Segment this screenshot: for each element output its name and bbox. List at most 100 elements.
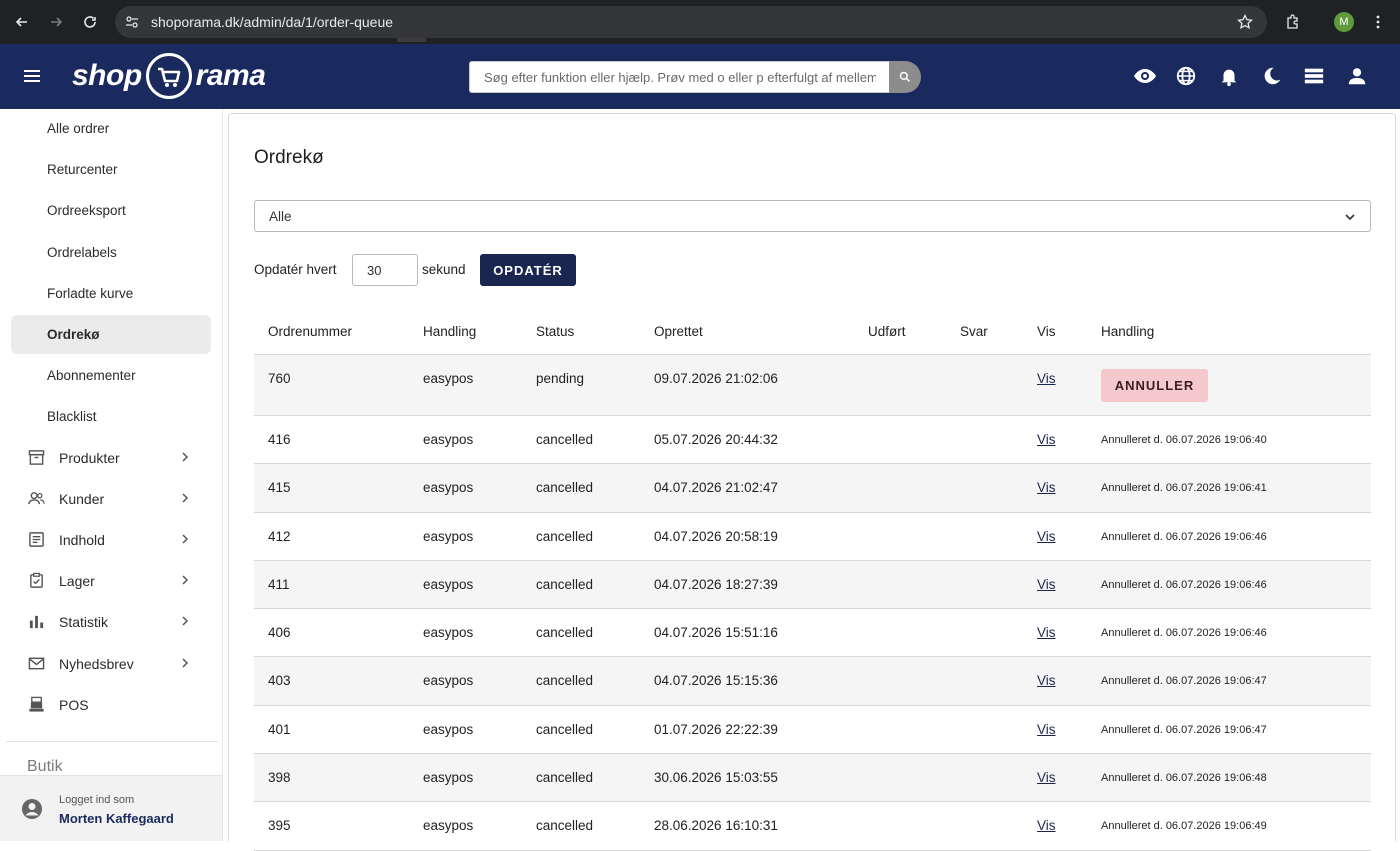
cell-cancelled-note: Annulleret d. 06.07.2026 19:06:46 [1101,578,1267,591]
order-queue-table: Ordrenummer Handling Status Oprettet Udf… [254,309,1371,851]
archive-icon [27,449,45,467]
sidebar-item-label: Ordreeksport [47,203,126,218]
sidebar-item-returcenter[interactable]: Returcenter [11,150,211,189]
update-button[interactable]: OPDATÉR [480,254,576,286]
refresh-interval-input[interactable] [352,254,418,286]
view-link[interactable]: Vis [1037,721,1056,737]
sidebar-item-ordrekoe[interactable]: Ordrekø [11,315,211,354]
sidebar-item-ordreeksport[interactable]: Ordreeksport [11,191,211,230]
address-underline [397,38,426,42]
view-link[interactable]: Vis [1037,432,1056,447]
chrome-menu-icon[interactable] [1366,10,1390,34]
cell-order-number: 411 [268,576,290,592]
cell-status: cancelled [536,528,594,544]
page-title: Ordrekø [254,147,324,168]
refresh-interval-unit: sekund [422,262,466,277]
cell-created: 28.06.2026 16:10:31 [654,818,778,834]
table-row: 411 easypos cancelled 04.07.2026 18:27:3… [254,560,1371,610]
logged-in-label: Logget ind som [59,794,135,806]
forward-icon[interactable] [44,10,68,34]
cell-status: cancelled [536,480,594,496]
view-link[interactable]: Vis [1037,625,1056,641]
table-row: 406 easypos cancelled 04.07.2026 15:51:1… [254,609,1371,658]
chevron-right-icon [182,534,189,544]
sidebar-item-label: Produkter [59,449,120,466]
sidebar-item-label: POS [59,696,89,713]
sidebar-item-forladte-kurve[interactable]: Forladte kurve [11,274,211,313]
site-settings-icon[interactable] [124,14,140,30]
table-row: 398 easypos cancelled 30.06.2026 15:03:5… [254,754,1371,803]
column-header-handling-action: Handling [1101,324,1155,339]
sidebar-item-label: Alle ordrer [47,121,110,136]
view-link[interactable]: Vis [1037,480,1056,496]
column-header-handling: Handling [423,324,477,339]
chevron-right-icon [182,616,189,626]
logged-in-user-name[interactable]: Morten Kaffegaard [59,811,174,826]
sidebar-item-lager[interactable]: Lager [27,561,197,600]
bookmark-star-icon[interactable] [1233,10,1257,34]
cell-action: easypos [423,528,474,544]
view-link[interactable]: Vis [1037,673,1056,689]
status-filter-select[interactable]: Alle [254,200,1371,232]
sidebar-item-indhold[interactable]: Indhold [27,520,197,559]
cell-created: 04.07.2026 15:15:36 [654,673,778,689]
table-header: Ordrenummer Handling Status Oprettet Udf… [254,309,1371,355]
sidebar-item-ordrelabels[interactable]: Ordrelabels [11,233,211,272]
cancel-order-button[interactable]: ANNULLER [1101,369,1208,402]
cell-order-number: 398 [268,770,291,786]
user-icon[interactable] [1345,64,1369,88]
cell-order-number: 403 [268,673,291,689]
cell-order-number: 395 [268,818,291,834]
chevron-right-icon [182,658,189,668]
shoporama-logo[interactable]: shop rama [72,52,266,100]
cell-created: 04.07.2026 18:27:39 [654,576,778,592]
sidebar-section-butik: Butik [27,758,63,775]
view-link[interactable]: Vis [1037,576,1056,592]
bell-icon[interactable] [1217,64,1241,88]
sidebar-item-pos[interactable]: POS [27,685,197,724]
menu-icon[interactable] [20,64,44,88]
chevron-down-icon [1345,214,1355,221]
view-link[interactable]: Vis [1037,770,1056,786]
cell-status: cancelled [536,625,594,641]
sidebar-item-nyhedsbrev[interactable]: Nyhedsbrev [27,644,197,683]
sidebar-item-label: Returcenter [47,162,118,177]
dark-mode-icon[interactable] [1260,64,1284,88]
sidebar-item-statistik[interactable]: Statistik [27,602,197,641]
view-link[interactable]: Vis [1037,528,1056,544]
profile-avatar[interactable]: M [1332,10,1356,34]
sidebar-divider [6,741,218,742]
search-button[interactable] [889,61,921,93]
main-card: Ordrekø Alle Opdatér hvert sekund OPDATÉ… [228,113,1396,851]
back-icon[interactable] [10,10,34,34]
column-header-oprettet: Oprettet [654,324,703,339]
sidebar-item-produkter[interactable]: Produkter [27,438,197,477]
cell-cancelled-note: Annulleret d. 06.07.2026 19:06:48 [1101,772,1267,785]
cell-cancelled-note: Annulleret d. 06.07.2026 19:06:46 [1101,530,1267,543]
sidebar-item-blacklist[interactable]: Blacklist [11,397,211,436]
extensions-icon[interactable] [1281,10,1305,34]
cell-action: easypos [423,371,474,386]
reload-icon[interactable] [78,10,102,34]
sidebar-item-kunder[interactable]: Kunder [27,479,197,518]
sidebar-item-alle-ordrer[interactable]: Alle ordrer [11,109,211,148]
cell-status: cancelled [536,576,594,592]
clipboard-icon [27,572,45,590]
view-link[interactable]: Vis [1037,371,1056,386]
globe-icon[interactable] [1174,64,1198,88]
sidebar: Alle ordrer Returcenter Ordreeksport Ord… [0,109,223,841]
storage-icon[interactable] [1302,64,1326,88]
refresh-interval-label: Opdatér hvert [254,262,337,277]
address-bar[interactable]: shoporama.dk/admin/da/1/order-queue [115,6,1267,38]
cell-order-number: 416 [268,432,291,447]
sidebar-item-abonnementer[interactable]: Abonnementer [11,356,211,395]
cell-created: 04.07.2026 21:02:47 [654,480,778,496]
search-input[interactable] [469,61,890,93]
view-link[interactable]: Vis [1037,818,1056,834]
table-row: 416 easypos cancelled 05.07.2026 20:44:3… [254,416,1371,465]
column-header-svar: Svar [960,324,988,339]
sidebar-item-label: Abonnementer [47,368,136,383]
eye-icon[interactable] [1133,64,1157,88]
chevron-right-icon [182,493,189,503]
sidebar-item-label: Kunder [59,490,105,507]
